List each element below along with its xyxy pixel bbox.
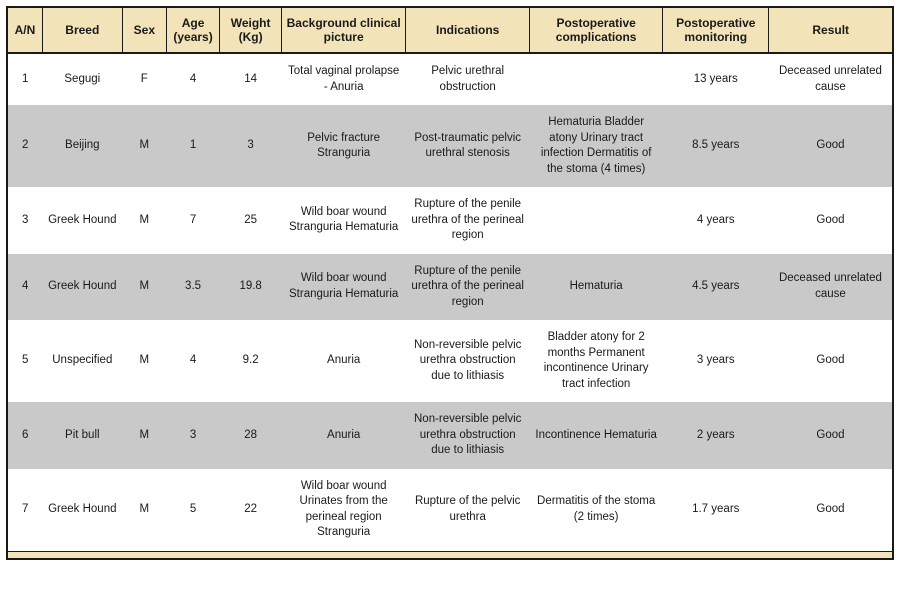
- column-header-comp: Postoperative complications: [530, 7, 663, 53]
- cell-bg: Anuria: [282, 320, 406, 402]
- table-row: 6Pit bullM328AnuriaNon-reversible pelvic…: [7, 402, 893, 469]
- cell-age: 4: [166, 53, 219, 105]
- cell-age: 3: [166, 402, 219, 469]
- table-body: 1SegugiF414Total vaginal prolapse - Anur…: [7, 53, 893, 551]
- cell-breed: Greek Hound: [42, 254, 122, 321]
- cell-age: 4: [166, 320, 219, 402]
- cell-bg: Anuria: [282, 402, 406, 469]
- cell-sex: M: [122, 105, 166, 187]
- cell-an: 5: [7, 320, 42, 402]
- column-header-breed: Breed: [42, 7, 122, 53]
- cell-ind: Non-reversible pelvic urethra obstructio…: [406, 402, 530, 469]
- cell-age: 7: [166, 187, 219, 254]
- cell-an: 4: [7, 254, 42, 321]
- cell-res: Deceased unrelated cause: [769, 254, 893, 321]
- cell-age: 3.5: [166, 254, 219, 321]
- cell-comp: Dermatitis of the stoma (2 times): [530, 469, 663, 552]
- cell-sex: M: [122, 254, 166, 321]
- cell-breed: Greek Hound: [42, 469, 122, 552]
- cell-breed: Beijing: [42, 105, 122, 187]
- cell-mon: 4.5 years: [663, 254, 769, 321]
- cell-weight: 3: [220, 105, 282, 187]
- cell-an: 2: [7, 105, 42, 187]
- cell-res: Good: [769, 469, 893, 552]
- cell-bg: Wild boar wound Urinates from the perine…: [282, 469, 406, 552]
- cell-weight: 22: [220, 469, 282, 552]
- table-footer: [7, 551, 893, 559]
- cell-ind: Rupture of the pelvic urethra: [406, 469, 530, 552]
- cell-mon: 13 years: [663, 53, 769, 105]
- column-header-weight: Weight (Kg): [220, 7, 282, 53]
- cell-comp: Incontinence Hematuria: [530, 402, 663, 469]
- cell-an: 3: [7, 187, 42, 254]
- table-row: 5UnspecifiedM49.2AnuriaNon-reversible pe…: [7, 320, 893, 402]
- cell-age: 5: [166, 469, 219, 552]
- cell-weight: 19.8: [220, 254, 282, 321]
- table-row: 7Greek HoundM522Wild boar wound Urinates…: [7, 469, 893, 552]
- cell-an: 7: [7, 469, 42, 552]
- cell-comp: Hematuria: [530, 254, 663, 321]
- column-header-an: A/N: [7, 7, 42, 53]
- cell-sex: M: [122, 320, 166, 402]
- cell-breed: Pit bull: [42, 402, 122, 469]
- table-row: 4Greek HoundM3.519.8Wild boar wound Stra…: [7, 254, 893, 321]
- cell-res: Good: [769, 105, 893, 187]
- cell-res: Good: [769, 187, 893, 254]
- cell-mon: 4 years: [663, 187, 769, 254]
- cell-breed: Segugi: [42, 53, 122, 105]
- cell-mon: 1.7 years: [663, 469, 769, 552]
- cell-comp: [530, 187, 663, 254]
- column-header-age: Age (years): [166, 7, 219, 53]
- cell-mon: 2 years: [663, 402, 769, 469]
- cell-bg: Wild boar wound Stranguria Hematuria: [282, 187, 406, 254]
- cell-res: Good: [769, 402, 893, 469]
- cell-weight: 28: [220, 402, 282, 469]
- cell-comp: [530, 53, 663, 105]
- cell-res: Good: [769, 320, 893, 402]
- cell-ind: Rupture of the penile urethra of the per…: [406, 187, 530, 254]
- cell-sex: M: [122, 187, 166, 254]
- column-header-sex: Sex: [122, 7, 166, 53]
- clinical-cases-table: A/NBreedSexAge (years)Weight (Kg)Backgro…: [6, 6, 894, 560]
- cell-ind: Pelvic urethral obstruction: [406, 53, 530, 105]
- cell-weight: 14: [220, 53, 282, 105]
- table-row: 3Greek HoundM725Wild boar wound Strangur…: [7, 187, 893, 254]
- cell-bg: Pelvic fracture Stranguria: [282, 105, 406, 187]
- cell-sex: M: [122, 469, 166, 552]
- cell-weight: 25: [220, 187, 282, 254]
- cell-sex: M: [122, 402, 166, 469]
- cell-mon: 3 years: [663, 320, 769, 402]
- cell-weight: 9.2: [220, 320, 282, 402]
- cell-comp: Bladder atony for 2 months Permanent inc…: [530, 320, 663, 402]
- cell-bg: Total vaginal prolapse - Anuria: [282, 53, 406, 105]
- cell-ind: Rupture of the penile urethra of the per…: [406, 254, 530, 321]
- table-row: 1SegugiF414Total vaginal prolapse - Anur…: [7, 53, 893, 105]
- column-header-res: Result: [769, 7, 893, 53]
- table-row: 2BeijingM13Pelvic fracture StranguriaPos…: [7, 105, 893, 187]
- column-header-ind: Indications: [406, 7, 530, 53]
- cell-an: 6: [7, 402, 42, 469]
- cell-res: Deceased unrelated cause: [769, 53, 893, 105]
- cell-age: 1: [166, 105, 219, 187]
- cell-comp: Hematuria Bladder atony Urinary tract in…: [530, 105, 663, 187]
- cell-bg: Wild boar wound Stranguria Hematuria: [282, 254, 406, 321]
- cell-ind: Non-reversible pelvic urethra obstructio…: [406, 320, 530, 402]
- cell-ind: Post-traumatic pelvic urethral stenosis: [406, 105, 530, 187]
- cell-sex: F: [122, 53, 166, 105]
- cell-an: 1: [7, 53, 42, 105]
- table-header: A/NBreedSexAge (years)Weight (Kg)Backgro…: [7, 7, 893, 53]
- column-header-mon: Postoperative monitoring: [663, 7, 769, 53]
- cell-breed: Unspecified: [42, 320, 122, 402]
- cell-breed: Greek Hound: [42, 187, 122, 254]
- cell-mon: 8.5 years: [663, 105, 769, 187]
- column-header-bg: Background clinical picture: [282, 7, 406, 53]
